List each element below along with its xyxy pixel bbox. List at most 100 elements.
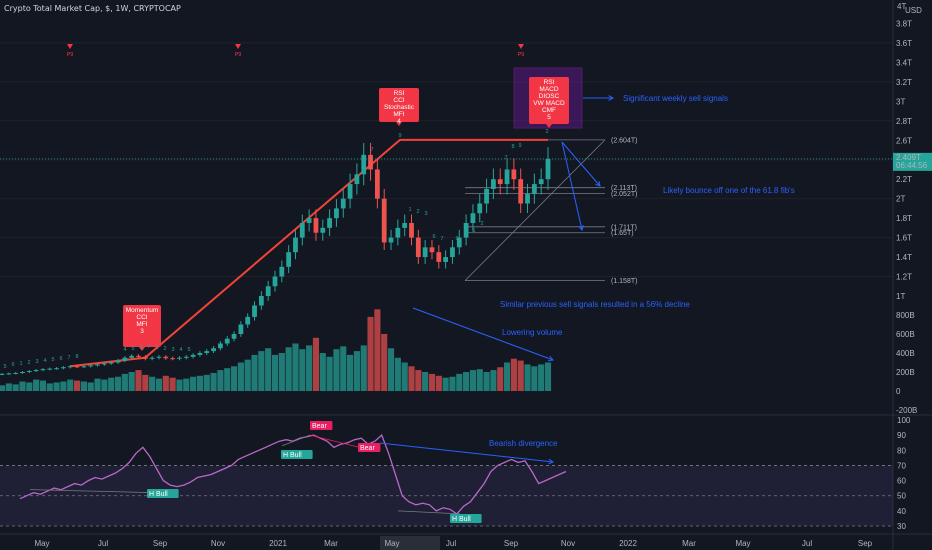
rsi-label-box: [450, 514, 482, 523]
time-tick: Nov: [561, 539, 575, 548]
volume-bar: [5, 383, 12, 391]
candle-body: [81, 366, 87, 368]
td-count: 5: [187, 347, 190, 353]
signal-box-text: VW MACD: [533, 100, 565, 107]
candle-body: [436, 252, 442, 262]
td-count: 4: [43, 358, 46, 364]
volume-bar: [114, 376, 122, 391]
candle-body: [293, 237, 298, 253]
td-count: 9: [518, 143, 521, 149]
time-tick: Mar: [682, 539, 696, 548]
price-tick: 0: [896, 387, 901, 396]
volume-bar: [271, 354, 279, 391]
candle-body: [402, 223, 408, 228]
td-count: 6: [139, 345, 142, 351]
volume-bar: [224, 368, 231, 391]
candle-body: [163, 356, 169, 359]
candle-body: [74, 366, 80, 368]
candle-body: [272, 276, 278, 287]
td-count: 6: [432, 234, 435, 240]
axis-currency: USD: [905, 6, 922, 15]
candle-body: [101, 363, 107, 365]
volume-bars: [0, 309, 552, 391]
volume-bar: [183, 378, 190, 391]
td-count: 7: [67, 355, 70, 361]
rsi-label-box: [147, 489, 179, 498]
td-count: 5: [51, 357, 54, 363]
fib-label: (2.052T): [611, 191, 637, 198]
candle-body: [470, 213, 476, 223]
time-tick: May: [34, 539, 49, 548]
candle-body: [354, 174, 360, 185]
volume-bar: [422, 372, 429, 391]
candle-body: [197, 353, 203, 355]
candle-body: [450, 247, 455, 258]
annotation-fib-bounce: Likely bounce off one of the 61.8 fib's: [663, 186, 795, 195]
volume-bar: [217, 370, 224, 391]
p9-label: P9: [235, 52, 242, 58]
volume-bar: [128, 372, 135, 391]
candle-body: [122, 357, 128, 361]
td-count: 7: [147, 344, 150, 350]
volume-bar: [333, 349, 340, 391]
candle-body: [265, 286, 271, 296]
volume-bar: [360, 345, 367, 391]
candle-body: [67, 366, 73, 368]
td-count: 2: [545, 129, 548, 135]
p9-marker: [518, 44, 524, 49]
time-tick: Jul: [802, 539, 812, 548]
divergence-line: [309, 434, 366, 450]
candle-body: [129, 355, 135, 358]
price-tick: 2T: [896, 195, 905, 204]
volume-bar: [463, 372, 470, 391]
trend-lines: [69, 138, 548, 368]
td-count: 1: [472, 228, 475, 234]
volume-bar: [244, 359, 251, 391]
candle-body: [306, 218, 312, 223]
volume-bar: [374, 309, 381, 391]
volume-bar: [190, 376, 197, 391]
last-price-tag: [893, 152, 932, 171]
td-count: 6: [59, 356, 62, 362]
candle-body: [149, 357, 155, 359]
annotation-sell-signals: Significant weekly sell signals: [623, 94, 728, 103]
candle-body: [231, 334, 237, 339]
volume-bar: [101, 379, 108, 391]
rsi-label: H Bull: [452, 516, 471, 523]
signal-box-text: DIOSC: [539, 93, 560, 100]
td-count: 5: [131, 346, 134, 352]
volume-bar: [483, 372, 490, 391]
rsi-tick: 40: [897, 507, 906, 516]
volume-bar: [408, 366, 415, 391]
rsi-label-box: [281, 450, 313, 459]
volume-bar: [162, 375, 169, 391]
signal-box-text: 4: [397, 118, 401, 125]
price-tick: 3.2T: [896, 78, 912, 87]
candle-body: [545, 158, 551, 180]
volume-bar: [12, 384, 19, 391]
candle-body: [340, 198, 346, 209]
p9-label: P9: [518, 52, 525, 58]
td-count: 8: [511, 144, 514, 150]
candle-body: [33, 370, 39, 372]
volume-bar: [326, 356, 333, 391]
price-tick: 1.4T: [896, 253, 912, 262]
candle-body: [177, 357, 182, 359]
arrow-fib-lower-head: [578, 225, 584, 232]
candle-body: [429, 247, 435, 253]
candle-body: [525, 193, 530, 204]
rsi-tick: 100: [897, 416, 911, 425]
td-count: 2: [163, 346, 166, 352]
volume-bar: [142, 374, 149, 391]
rsi-label: H Bull: [149, 491, 168, 498]
candle-body: [443, 257, 449, 262]
td-count: 8: [75, 354, 78, 360]
signal-box-text: 3: [140, 328, 144, 335]
candle-body: [368, 154, 373, 170]
volume-bar: [0, 385, 6, 391]
volume-bar: [367, 316, 374, 391]
divergence-line: [29, 489, 156, 494]
time-tick: Sep: [858, 539, 873, 548]
volume-bar: [74, 380, 81, 391]
